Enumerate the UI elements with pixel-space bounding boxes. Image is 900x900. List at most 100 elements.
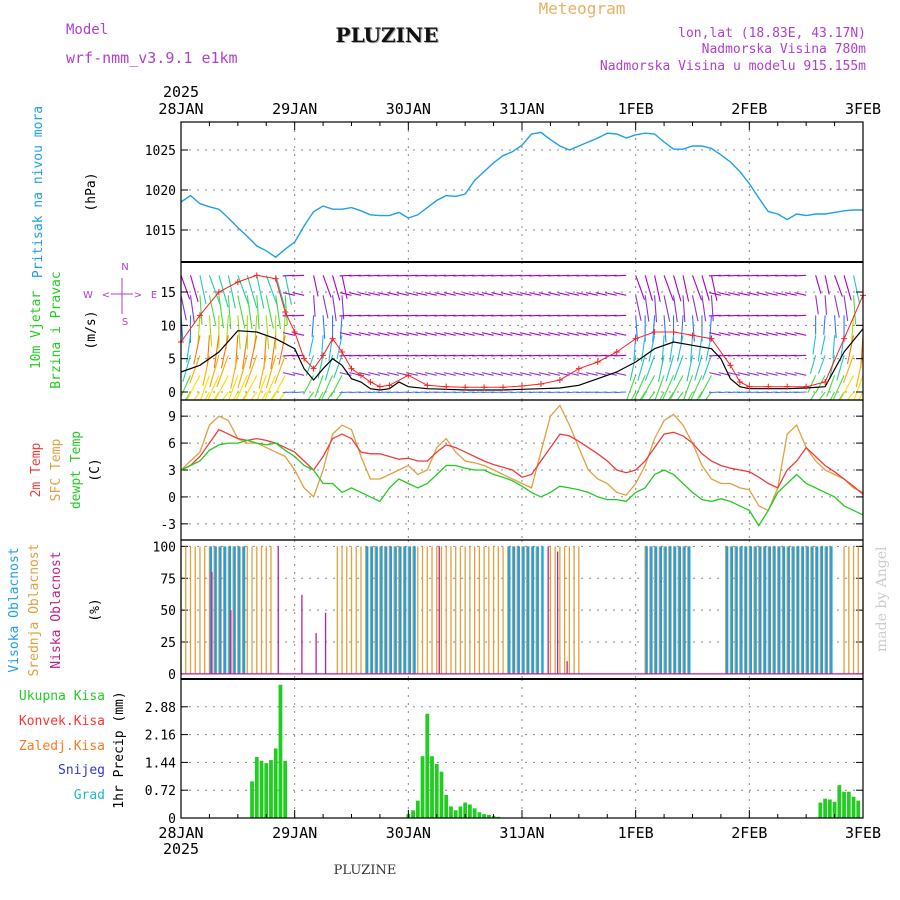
wind-gust-marker	[282, 309, 289, 315]
wind-gust-marker	[784, 383, 791, 390]
compass-rose: N S W E < >	[83, 262, 157, 328]
wind-vector	[585, 332, 598, 336]
sfc-temp-line	[180, 404, 864, 512]
wind-vector	[836, 355, 845, 381]
wind-vector	[358, 292, 371, 296]
compass-e: E	[151, 290, 157, 301]
wind-vector	[237, 295, 246, 329]
wind-vector	[765, 332, 778, 336]
wind-vector	[709, 292, 722, 296]
y-tick-label: 25	[160, 636, 176, 651]
compass-left-arrow: <	[102, 290, 110, 301]
precip-legend-item: Grad	[74, 788, 105, 803]
wind-vector	[341, 275, 348, 299]
wind-vector	[548, 292, 561, 296]
wind-vector	[230, 355, 239, 389]
wind-vector	[443, 292, 456, 296]
wind-vector	[839, 375, 855, 400]
wind-vector	[368, 332, 381, 336]
wind-vector	[184, 391, 191, 400]
product-title: Meteogram	[539, 0, 626, 18]
wind-vector	[377, 292, 390, 296]
wind-gust-marker	[339, 349, 346, 355]
wind-vector	[232, 391, 239, 400]
wind-vector	[216, 355, 229, 388]
wind-vector	[815, 295, 819, 315]
wind-vector	[728, 292, 740, 296]
wind-vector	[756, 292, 769, 296]
wind-vector	[690, 335, 694, 362]
wind-vector	[434, 332, 447, 336]
wind-vector	[241, 391, 248, 400]
pressure-panel: 1015 1020 1025 Pritisak na nivou mora (hPa)	[31, 106, 863, 278]
top-date-label: 3FEB	[845, 100, 881, 118]
wind-vector	[462, 372, 475, 376]
sfc-temp-ylabel: SFC Temp	[49, 439, 64, 502]
dewpoint-line	[180, 439, 864, 527]
wind-gust-marker	[357, 372, 364, 379]
cloud-unit: (%)	[88, 598, 103, 621]
wind-vector	[709, 315, 712, 342]
wind-vector	[265, 315, 270, 350]
panel-border	[180, 121, 864, 263]
wind-vector	[387, 332, 399, 336]
wind-vector	[246, 275, 258, 309]
precip-bar	[434, 763, 439, 818]
wind-vector	[237, 275, 250, 308]
wind-vector	[261, 391, 267, 400]
precip-bar	[482, 814, 487, 818]
wind-vector	[846, 335, 855, 365]
precip-bar	[278, 684, 283, 818]
wind-vector	[718, 332, 731, 336]
y-tick-label: 0	[168, 668, 176, 683]
wind-vector	[691, 295, 699, 322]
wind-vector	[284, 275, 292, 305]
wind-vector	[826, 375, 836, 397]
y-tick-label: 15	[160, 286, 176, 301]
wind-vector	[256, 275, 265, 309]
credit-label: made by Angel	[874, 546, 890, 652]
wind-vector	[635, 295, 642, 321]
wind-vector	[595, 372, 608, 376]
wind-vector	[557, 372, 570, 376]
wind-vector	[644, 275, 653, 301]
wind-vector	[186, 335, 192, 363]
wind-vector	[368, 292, 381, 296]
precip-bar	[254, 756, 259, 818]
wind-vector	[746, 292, 759, 296]
wind-vector	[704, 391, 712, 400]
wind-vector	[718, 292, 731, 296]
wind-gust-marker	[670, 329, 677, 335]
wind-vector	[756, 332, 769, 336]
wind-vector	[330, 375, 343, 397]
wind-vector	[691, 275, 703, 301]
wind-gust-marker	[841, 335, 848, 342]
wind-vector	[415, 372, 428, 376]
wind-vector	[850, 315, 855, 345]
wind-gust-marker	[386, 382, 393, 389]
wind-vector	[775, 372, 788, 376]
model-name: wrf-nmm_v3.9.1 e1km	[66, 49, 238, 67]
temp2m-line	[180, 428, 864, 495]
wind-vector	[424, 372, 437, 376]
wind-vector	[322, 295, 329, 319]
wind-vector	[529, 332, 542, 336]
y-tick-label: 5	[168, 353, 176, 368]
y-tick-label: 3	[168, 464, 176, 479]
wind-gust-marker	[367, 379, 374, 385]
wind-vector	[275, 275, 286, 309]
wind-vector	[682, 275, 690, 302]
wind-vector	[663, 295, 671, 322]
wind-gust-marker	[215, 289, 222, 295]
precip-bar	[458, 806, 463, 818]
wind-vector	[424, 292, 437, 296]
wind-vector	[709, 372, 722, 376]
precip-bar	[486, 814, 491, 818]
wind-gust-marker	[329, 335, 336, 342]
wind-vector	[696, 391, 703, 400]
wind-vector	[614, 314, 627, 317]
wind-vector	[820, 335, 826, 355]
wind-vector	[387, 372, 399, 376]
wind-gust-marker	[746, 383, 753, 390]
wind-vector	[843, 275, 852, 301]
